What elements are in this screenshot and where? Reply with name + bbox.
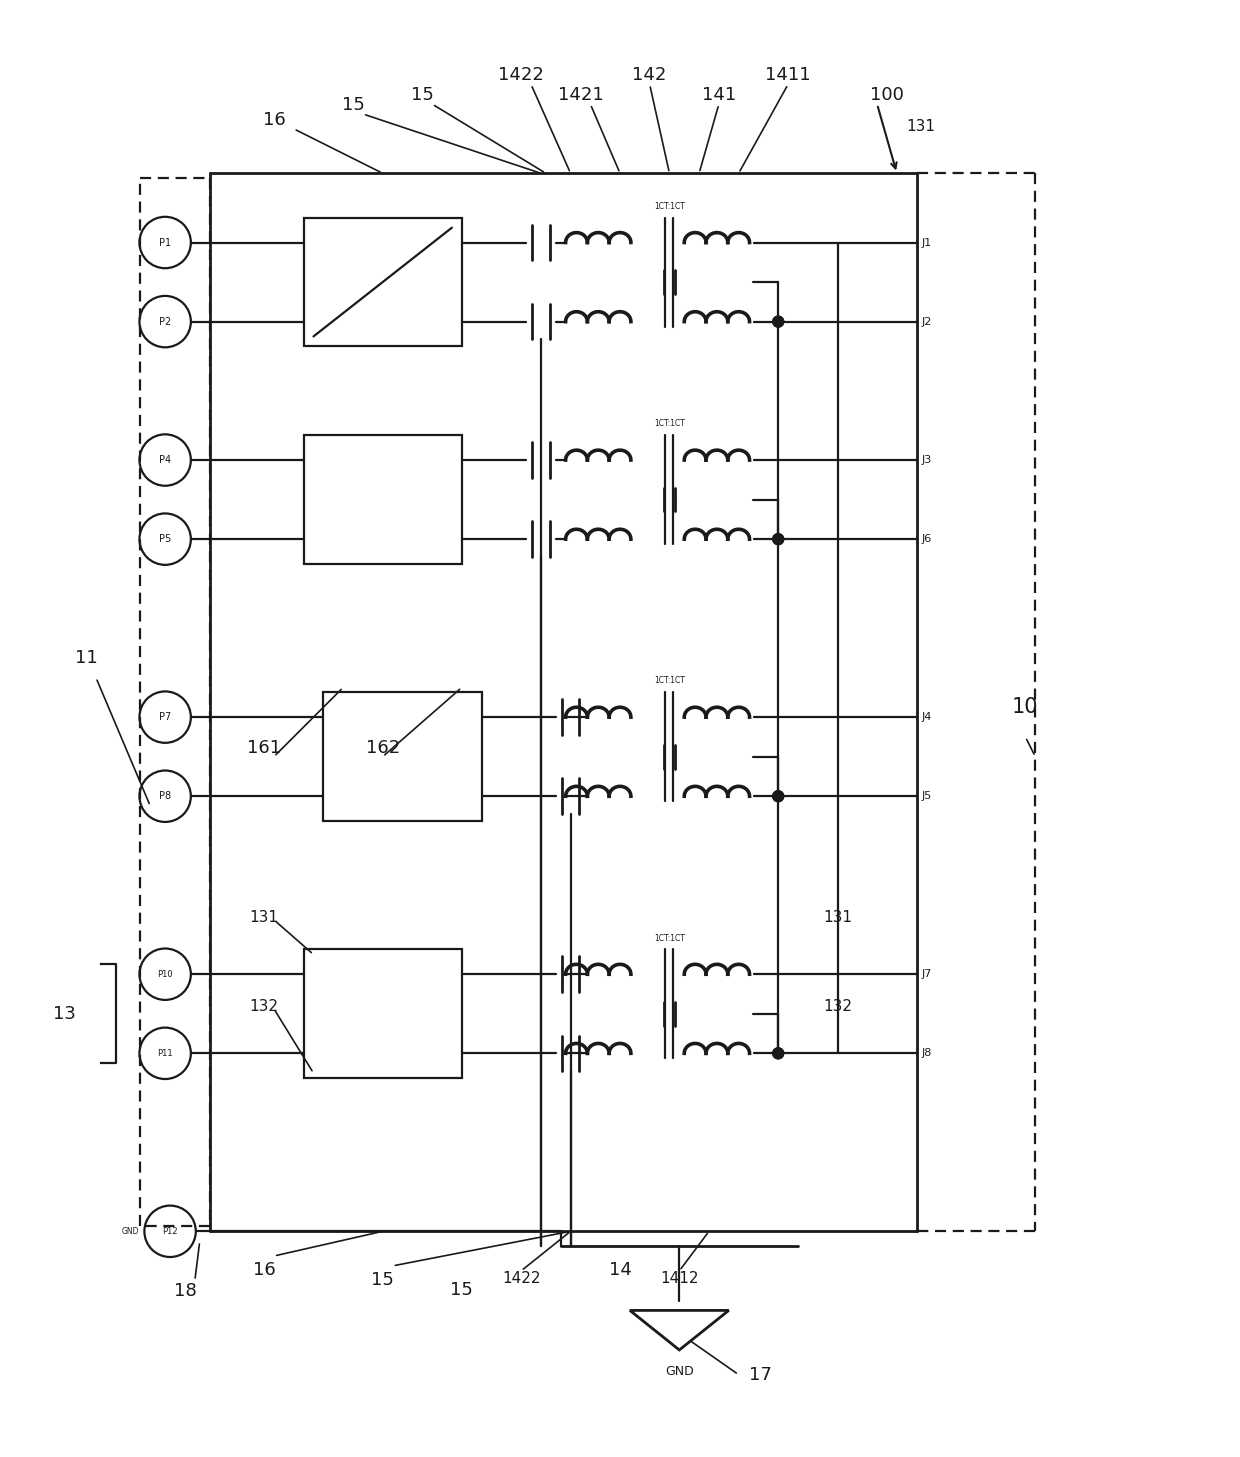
Text: 161: 161 <box>247 739 281 756</box>
Text: 141: 141 <box>702 86 737 103</box>
Text: P8: P8 <box>159 791 171 801</box>
Text: P11: P11 <box>157 1049 172 1058</box>
Circle shape <box>773 1048 784 1059</box>
Bar <box>304 217 461 347</box>
Text: 132: 132 <box>823 998 852 1014</box>
Circle shape <box>773 533 784 545</box>
Circle shape <box>773 791 784 801</box>
Text: J1: J1 <box>921 237 931 248</box>
Text: GND: GND <box>122 1227 139 1236</box>
Text: 16: 16 <box>253 1260 275 1279</box>
Text: P1: P1 <box>159 237 171 248</box>
Text: 16: 16 <box>263 111 285 128</box>
Text: P7: P7 <box>159 712 171 723</box>
Text: 131: 131 <box>249 909 279 925</box>
Text: 17: 17 <box>749 1365 771 1384</box>
Text: 18: 18 <box>174 1282 196 1300</box>
Text: J8: J8 <box>921 1049 932 1058</box>
Text: 162: 162 <box>366 739 399 756</box>
Text: P5: P5 <box>159 535 171 543</box>
Text: 15: 15 <box>341 96 365 114</box>
Text: J7: J7 <box>921 969 932 979</box>
Text: 132: 132 <box>249 998 279 1014</box>
Circle shape <box>773 533 784 545</box>
Text: 100: 100 <box>870 86 904 103</box>
Bar <box>324 692 481 820</box>
Text: 1CT:1CT: 1CT:1CT <box>653 676 684 685</box>
Text: 15: 15 <box>410 86 434 103</box>
Text: 13: 13 <box>53 1005 76 1023</box>
Bar <box>304 436 461 564</box>
Text: 15: 15 <box>371 1271 394 1289</box>
Text: GND: GND <box>665 1365 693 1378</box>
Text: 1422: 1422 <box>498 67 544 85</box>
Circle shape <box>773 316 784 326</box>
Text: 14: 14 <box>609 1260 631 1279</box>
Text: J5: J5 <box>921 791 931 801</box>
Text: J2: J2 <box>921 316 932 326</box>
Text: 11: 11 <box>74 648 98 667</box>
Text: P2: P2 <box>159 316 171 326</box>
Text: 1421: 1421 <box>558 86 604 103</box>
Text: P12: P12 <box>162 1227 177 1236</box>
Text: 1CT:1CT: 1CT:1CT <box>653 203 684 211</box>
Bar <box>304 950 461 1078</box>
Text: 1411: 1411 <box>765 67 811 85</box>
Text: 1412: 1412 <box>660 1271 698 1287</box>
Text: 131: 131 <box>823 909 852 925</box>
Text: J3: J3 <box>921 455 931 465</box>
Circle shape <box>773 791 784 801</box>
Text: 15: 15 <box>450 1281 474 1298</box>
Text: 1CT:1CT: 1CT:1CT <box>653 420 684 428</box>
Text: 142: 142 <box>632 67 667 85</box>
Circle shape <box>773 316 784 326</box>
Text: P4: P4 <box>159 455 171 465</box>
Text: J6: J6 <box>921 535 931 543</box>
Text: P10: P10 <box>157 970 172 979</box>
Circle shape <box>773 1048 784 1059</box>
Text: 10: 10 <box>1012 698 1039 717</box>
Text: J4: J4 <box>921 712 932 723</box>
Text: 1CT:1CT: 1CT:1CT <box>653 934 684 943</box>
Text: 131: 131 <box>906 118 936 134</box>
Text: 1422: 1422 <box>502 1271 541 1287</box>
